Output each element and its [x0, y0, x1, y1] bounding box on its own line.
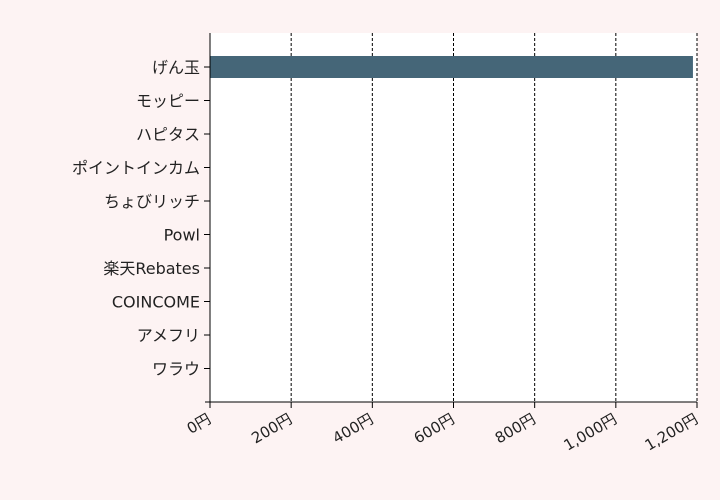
- x-tick-label: 1,200円: [642, 410, 701, 455]
- axes: [204, 33, 698, 408]
- category-label: げん玉: [152, 58, 200, 77]
- category-label: ハピタス: [136, 125, 200, 144]
- x-tick-label: 400円: [330, 410, 377, 447]
- x-tick-labels: 0円 200円 400円 600円 800円 1,000円 1,200円: [184, 410, 701, 455]
- category-label: モッピー: [136, 92, 200, 111]
- category-label: ちょびリッチ: [104, 192, 200, 211]
- category-label: 楽天Rebates: [103, 259, 200, 278]
- category-label: Powl: [164, 226, 200, 245]
- gridlines: [290, 33, 698, 402]
- category-label: ポイントインカム: [72, 159, 200, 178]
- category-label: COINCOME: [112, 293, 200, 312]
- bars: [210, 56, 693, 78]
- category-label: アメフリ: [137, 326, 200, 345]
- x-tick-label: 0円: [184, 410, 214, 438]
- category-label: ワラウ: [152, 360, 200, 379]
- bar: [210, 56, 693, 78]
- x-tick-label: 1,000円: [561, 410, 620, 455]
- x-tick-label: 200円: [248, 410, 295, 447]
- x-tick-label: 800円: [492, 410, 539, 447]
- x-tick-label: 600円: [411, 410, 458, 447]
